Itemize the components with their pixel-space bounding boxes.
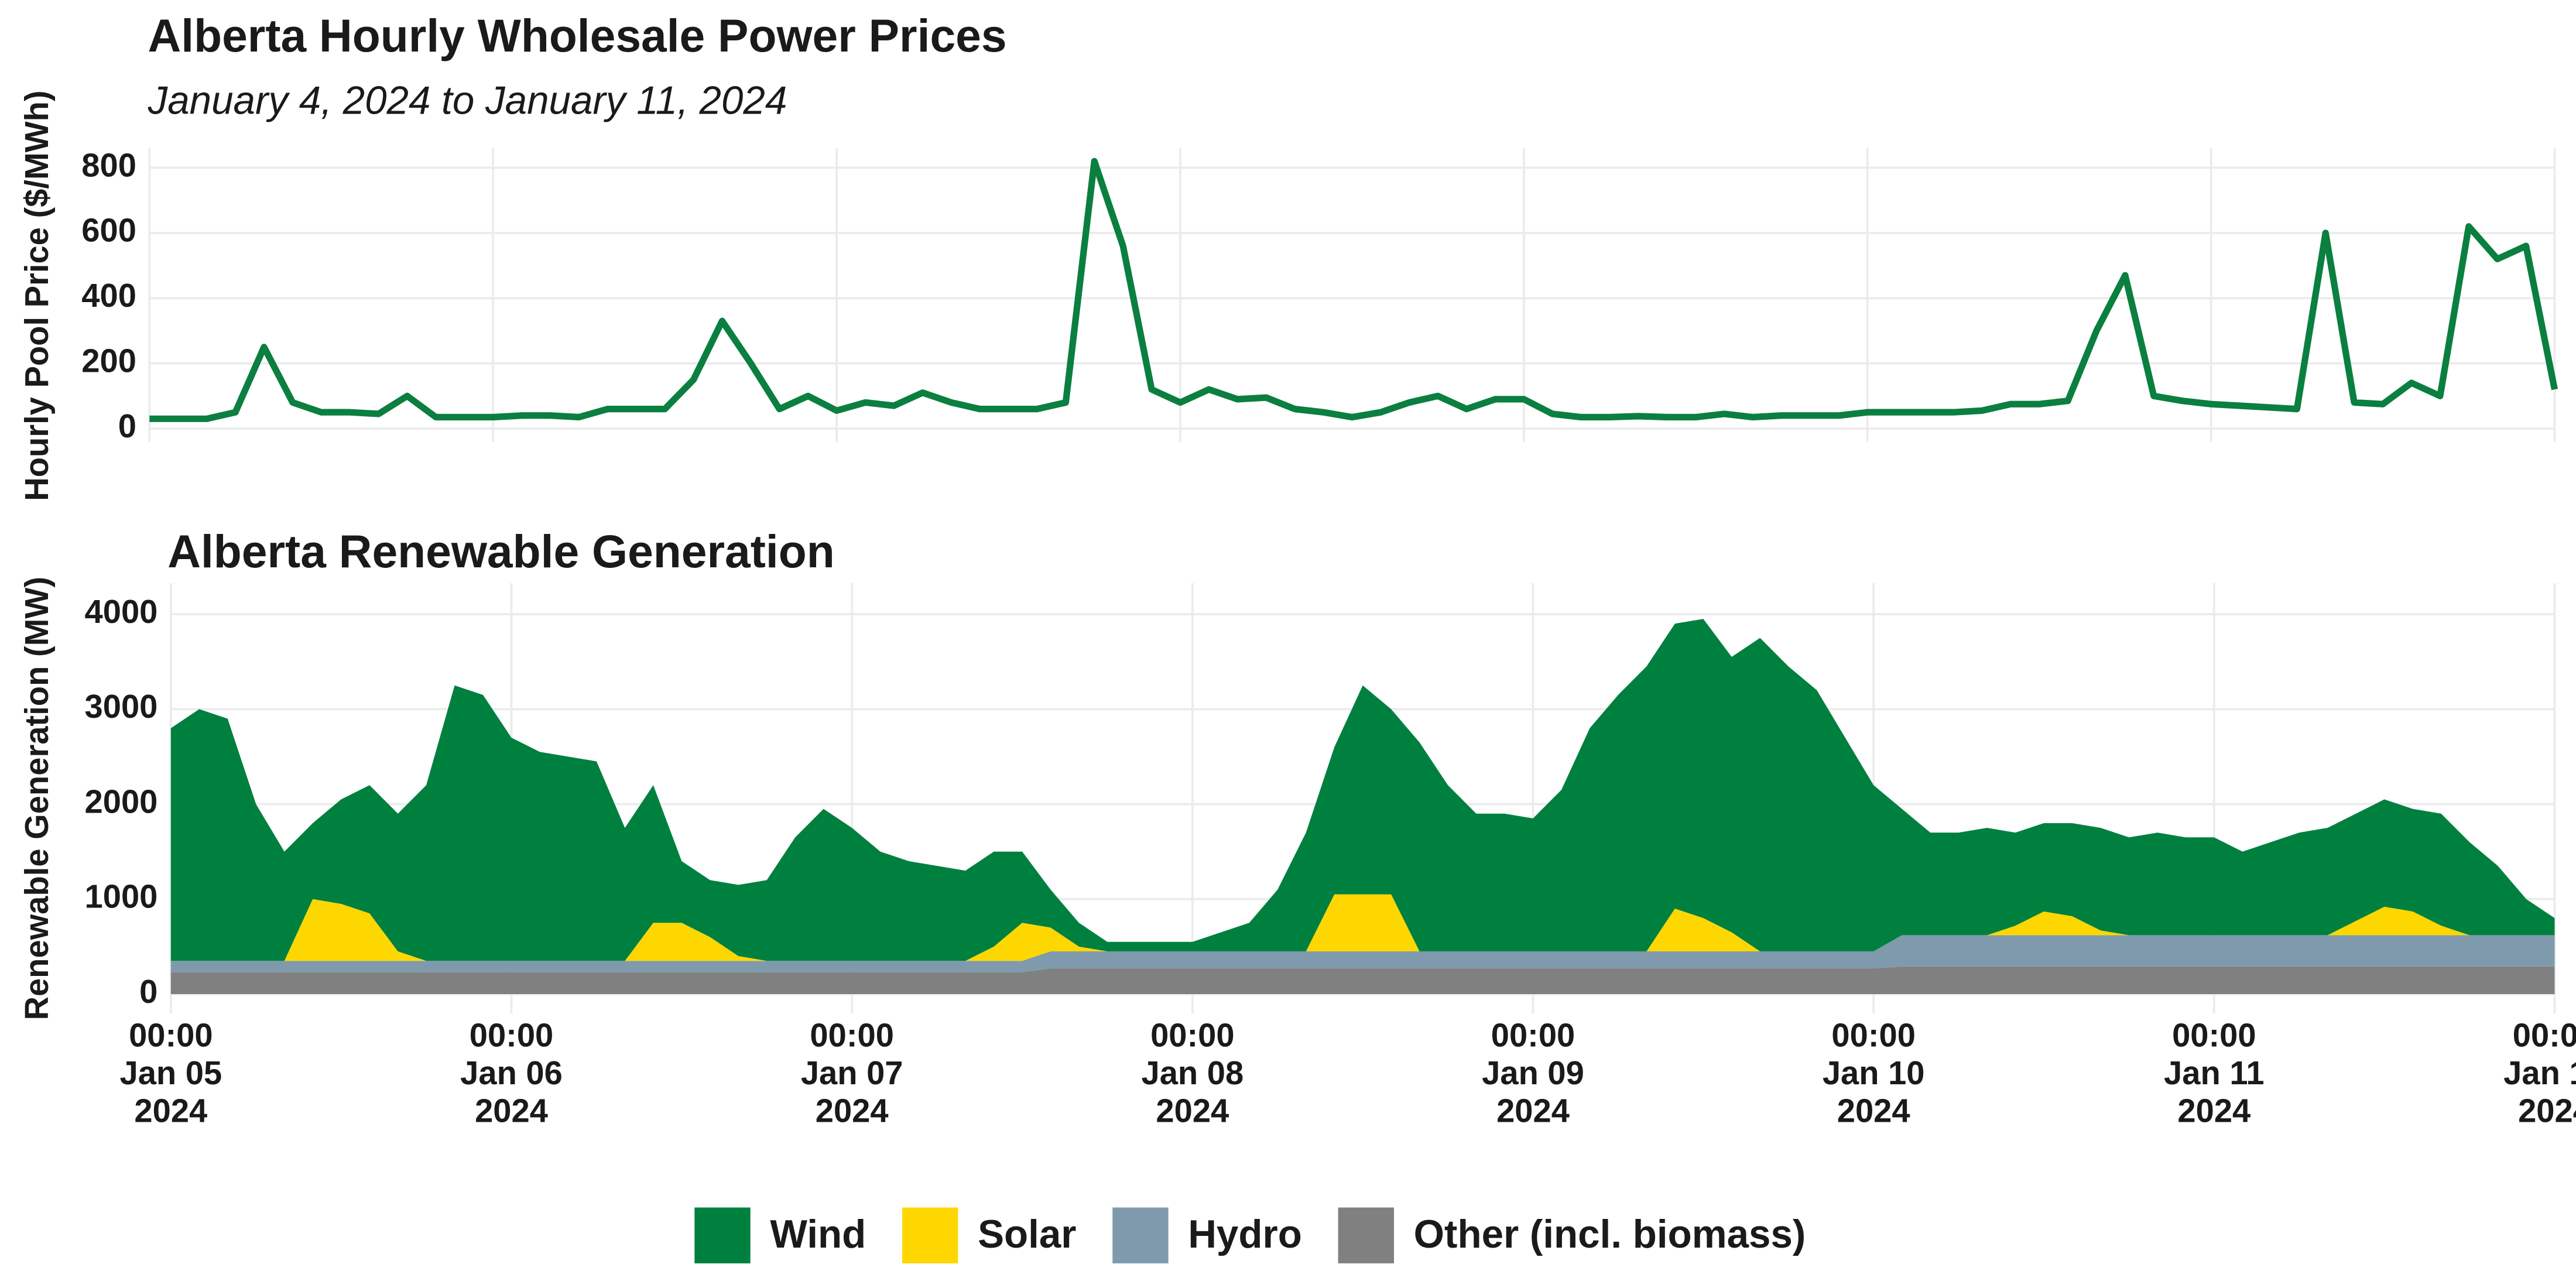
area (170, 935, 2555, 972)
legend-label: Hydro (1188, 1212, 1302, 1256)
legend-label: Wind (770, 1212, 866, 1256)
y-tick-label: 4000 (85, 593, 158, 630)
x-tick-label: 00:00 Jan 09 2024 (1482, 1017, 1584, 1129)
price-line (149, 157, 2558, 422)
y-tick-label: 2000 (85, 783, 158, 820)
area (170, 894, 2555, 961)
legend-label: Other (incl. biomass) (1414, 1212, 1806, 1256)
y-tick-label: 1000 (85, 878, 158, 915)
x-tick-label: 00:00 Jan 06 2024 (460, 1017, 563, 1129)
legend-swatch (1338, 1207, 1394, 1263)
y-tick-label: 0 (118, 407, 136, 444)
chart-subtitle: January 4, 2024 to January 11, 2024 (148, 79, 787, 123)
area (170, 966, 2555, 994)
legend-label: Solar (978, 1212, 1076, 1256)
y-tick-label: 3000 (85, 688, 158, 725)
y-tick-label: 800 (81, 146, 136, 183)
chart-title: Alberta Renewable Generation (167, 526, 834, 577)
x-tick-label: 00:00 Jan 11 2024 (2164, 1017, 2265, 1129)
x-tick-label: 00:00 Jan 05 2024 (119, 1017, 222, 1129)
y-axis-label: Renewable Generation (MW) (18, 577, 55, 1020)
x-tick-label: 00:00 Jan 08 2024 (1142, 1017, 1244, 1129)
x-tick-label: 00:00 Jan 10 2024 (1823, 1017, 1925, 1129)
chart-title: Alberta Hourly Wholesale Power Prices (148, 10, 1007, 61)
y-tick-label: 0 (139, 973, 157, 1010)
x-tick-label: 00:00 Jan 07 2024 (801, 1017, 903, 1129)
y-tick-label: 600 (81, 212, 136, 249)
legend-swatch (694, 1207, 751, 1263)
area (170, 619, 2555, 961)
y-tick-label: 400 (81, 277, 136, 314)
legend-swatch (902, 1207, 958, 1263)
y-axis-label: Hourly Pool Price ($/MWh) (18, 90, 55, 501)
y-tick-label: 200 (81, 342, 136, 379)
legend-swatch (1112, 1207, 1169, 1263)
